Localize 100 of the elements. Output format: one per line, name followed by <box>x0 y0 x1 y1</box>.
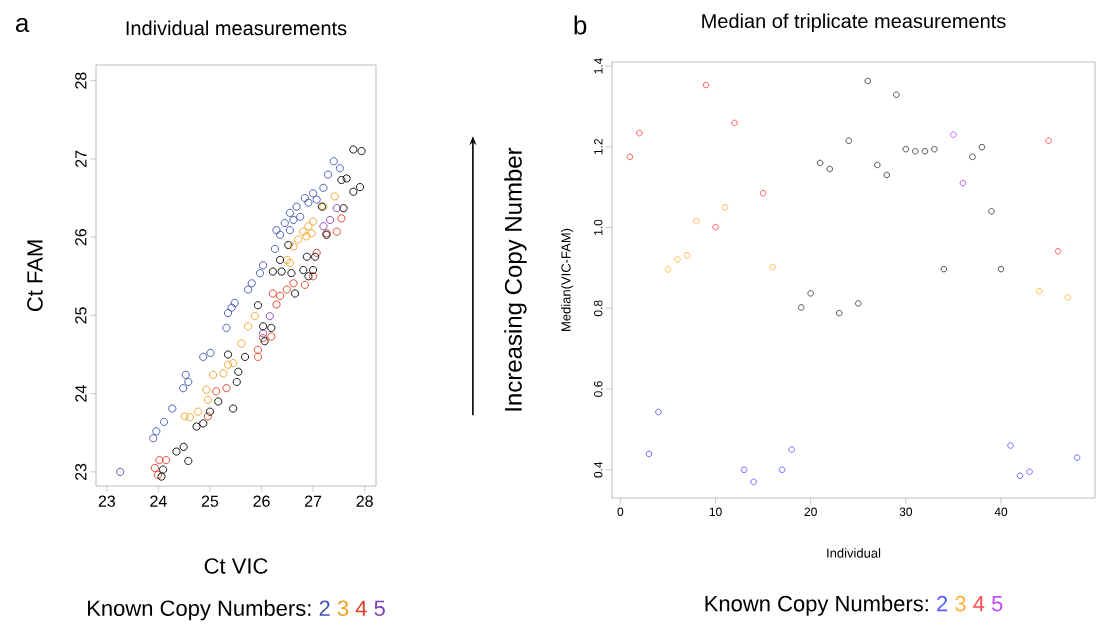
point <box>349 187 358 196</box>
point <box>289 279 298 288</box>
point <box>253 301 262 310</box>
point <box>769 263 776 271</box>
point <box>203 395 212 404</box>
point <box>636 129 643 137</box>
point <box>311 252 320 261</box>
point <box>883 171 891 179</box>
point <box>304 222 313 231</box>
text: b <box>574 15 587 35</box>
point <box>223 309 233 318</box>
point <box>309 217 318 226</box>
point <box>357 147 366 156</box>
point <box>1035 288 1043 295</box>
y-tick-label: 26 <box>75 228 87 246</box>
x-tick-label: 27 <box>305 495 322 507</box>
y-tick-label: 27 <box>75 150 87 167</box>
point <box>240 352 250 361</box>
point <box>192 422 201 431</box>
point <box>285 226 294 235</box>
point <box>202 385 211 394</box>
point <box>309 189 318 198</box>
point <box>289 242 298 251</box>
point <box>337 175 346 185</box>
point <box>285 208 294 217</box>
x-axis-title: Ct VIC <box>204 558 268 574</box>
text: 4 <box>355 600 367 616</box>
point <box>230 298 239 307</box>
legend-title: Known Copy Numbers: <box>88 599 311 621</box>
point <box>222 384 231 393</box>
point <box>205 407 215 416</box>
point <box>931 145 938 153</box>
point <box>312 248 321 257</box>
point <box>312 195 321 204</box>
y-tick-label: 0.8 <box>593 300 603 317</box>
point <box>921 147 929 155</box>
point <box>693 217 700 225</box>
point <box>149 434 158 443</box>
text: 5 <box>374 600 385 616</box>
point <box>788 446 795 453</box>
point <box>150 463 159 473</box>
point <box>355 183 365 192</box>
point <box>272 300 281 309</box>
x-tick-label: 24 <box>150 495 167 507</box>
x-tick-label: 0 <box>617 507 624 517</box>
point <box>172 447 181 456</box>
point <box>259 261 268 270</box>
point <box>864 77 872 85</box>
point <box>199 352 208 361</box>
point <box>160 417 169 426</box>
point <box>759 189 767 197</box>
y-tick-label: 28 <box>75 72 87 89</box>
chart-title: Individual measurements <box>126 20 347 36</box>
point <box>270 244 279 253</box>
point <box>276 230 285 239</box>
point <box>1054 248 1062 255</box>
point <box>1045 137 1052 144</box>
point <box>214 397 223 406</box>
point <box>309 272 318 281</box>
point <box>284 240 293 250</box>
x-tick-label: 30 <box>899 507 913 517</box>
x-tick-label: 23 <box>98 495 116 507</box>
point <box>259 322 268 331</box>
point <box>184 456 193 466</box>
point <box>319 183 328 192</box>
point <box>845 137 852 144</box>
point <box>807 290 814 297</box>
point <box>277 267 286 276</box>
y-tick-label: 1.2 <box>594 139 603 155</box>
point <box>712 223 719 231</box>
point <box>219 369 228 378</box>
text: 5 <box>991 596 1003 612</box>
point <box>302 252 311 261</box>
text: 4 <box>973 596 985 612</box>
text: 2 <box>937 595 948 612</box>
point <box>797 304 805 311</box>
point <box>181 370 190 379</box>
point <box>969 153 976 161</box>
point <box>157 472 166 481</box>
point <box>683 252 691 259</box>
point <box>626 153 634 161</box>
point <box>702 81 710 89</box>
point <box>244 285 253 294</box>
point <box>1026 468 1033 476</box>
point <box>265 312 274 321</box>
point <box>199 419 208 428</box>
point <box>349 145 358 154</box>
point <box>326 215 335 224</box>
point <box>280 219 289 228</box>
point <box>259 329 268 338</box>
point <box>826 165 833 173</box>
point <box>267 323 276 332</box>
point <box>289 215 298 224</box>
point <box>282 285 291 294</box>
point <box>304 198 313 207</box>
point <box>309 265 318 275</box>
point <box>304 272 313 281</box>
point <box>664 266 672 273</box>
point <box>300 193 309 203</box>
point <box>229 359 238 368</box>
